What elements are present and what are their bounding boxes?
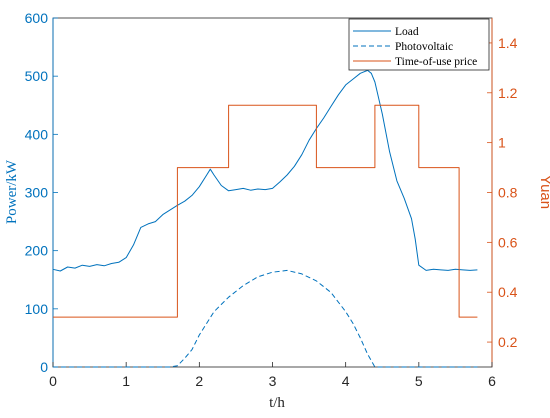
left-tick-label: 600: [25, 10, 49, 26]
x-tick-label: 5: [415, 373, 423, 389]
x-tick-label: 4: [342, 373, 350, 389]
right-tick-label: 0.2: [498, 334, 518, 350]
right-tick-label: 1: [498, 135, 506, 151]
right-tick-label: 0.4: [498, 284, 518, 300]
right-axis-ticks: 0.2 0.4 0.6 0.8 1 1.2 1.4: [487, 18, 518, 367]
right-tick-label: 1.4: [498, 35, 518, 51]
right-tick-label: 0.6: [498, 234, 518, 250]
left-tick-label: 300: [25, 185, 49, 201]
right-axis-label: Yuan: [537, 175, 550, 209]
price-line: [53, 104, 478, 318]
right-tick-label: 0.8: [498, 185, 518, 201]
legend: Load Photovoltaic Time-of-use price: [348, 18, 490, 71]
x-tick-label: 0: [49, 373, 57, 389]
x-tick-label: 6: [488, 373, 496, 389]
x-axis-label: t/h: [269, 395, 285, 411]
right-tick-label: 1.2: [498, 85, 518, 101]
legend-label-price: Time-of-use price: [395, 56, 477, 68]
legend-label-photovoltaic: Photovoltaic: [395, 41, 453, 53]
x-tick-label: 1: [122, 373, 130, 389]
left-tick-label: 0: [40, 359, 48, 375]
left-tick-label: 500: [25, 68, 49, 84]
load-line: [52, 69, 478, 272]
series-layer: [52, 69, 478, 368]
x-tick-label: 3: [269, 373, 277, 389]
left-tick-label: 100: [25, 301, 49, 317]
left-tick-label: 200: [25, 243, 49, 259]
photovoltaic-line: [53, 269, 478, 368]
x-tick-label: 2: [195, 373, 203, 389]
x-axis-ticks: 0 1 2 3 4 5 6: [49, 362, 496, 389]
left-tick-label: 400: [25, 126, 49, 142]
left-axis-label: Power/kW: [4, 159, 20, 224]
plot-area: [52, 17, 493, 368]
left-axis-ticks: 0 100 200 300 400 500 600: [25, 10, 58, 375]
legend-label-load: Load: [395, 26, 419, 38]
